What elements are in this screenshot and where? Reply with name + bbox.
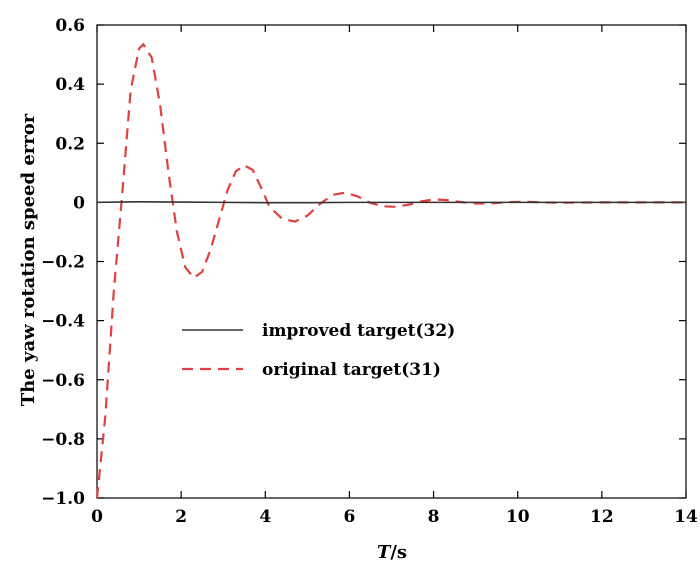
x-tick-label: 4 [259, 507, 271, 527]
y-tick-label: −0.4 [41, 312, 85, 332]
y-tick-label: 0.6 [55, 16, 85, 36]
series-line-original-target [95, 42, 686, 499]
y-tick-label: 0.4 [55, 75, 85, 95]
y-tick-label: −0.6 [41, 371, 85, 391]
x-tick-label: 0 [91, 507, 103, 527]
y-tick-label: −0.2 [41, 253, 85, 273]
y-tick-label: 0.2 [55, 134, 85, 154]
y-tick-label: −0.8 [41, 430, 85, 450]
legend-label: improved target(32) [262, 321, 455, 341]
x-axis-label-symbol: T [377, 542, 392, 563]
y-tick-label: 0 [73, 193, 85, 213]
x-tick-label: 2 [175, 507, 187, 527]
x-tick-label: 6 [344, 507, 356, 527]
x-tick-label: 8 [428, 507, 440, 527]
y-tick-label: −1.0 [41, 489, 85, 509]
x-tick-label: 10 [506, 507, 530, 527]
x-axis-label: T/s [377, 542, 407, 563]
legend-label: original target(31) [262, 360, 441, 380]
x-tick-label: 14 [674, 507, 698, 527]
x-axis-label-unit: /s [390, 542, 407, 563]
y-axis-label: The yaw rotation speed error [18, 113, 39, 406]
series-line-improved-target [96, 200, 686, 204]
x-tick-label: 12 [590, 507, 614, 527]
